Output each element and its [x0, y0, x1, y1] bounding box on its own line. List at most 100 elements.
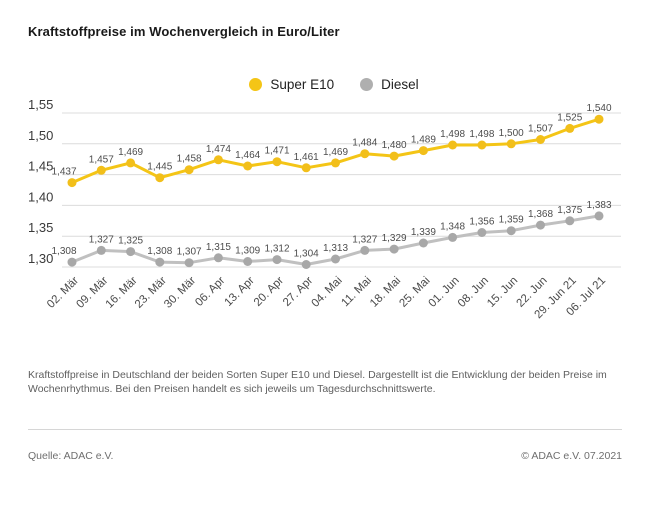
diesel-data-point-label: 1,356	[469, 217, 494, 228]
super-e10-data-point	[594, 114, 604, 124]
diesel-data-point-label: 1,359	[499, 215, 524, 226]
super-e10-data-point	[184, 165, 194, 175]
diesel-data-point-label: 1,307	[177, 247, 202, 258]
diesel-data-point-label: 1,304	[294, 249, 319, 260]
y-axis-tick-label: 1,35	[28, 220, 53, 235]
diesel-data-point	[594, 211, 604, 221]
x-axis-tick-label: 20. Apr	[252, 275, 286, 309]
super-e10-data-point	[243, 161, 253, 171]
diesel-data-point-label: 1,329	[382, 233, 407, 244]
chart-legend: Super E10 Diesel	[0, 74, 650, 94]
diesel-data-point-label: 1,312	[264, 244, 289, 255]
x-axis-tick-label: 01. Jun	[427, 275, 462, 310]
diesel-data-point	[184, 258, 194, 268]
x-axis-tick-label: 09. Mär	[74, 275, 110, 311]
x-axis-tick-label: 16. Mär	[104, 275, 140, 311]
super-e10-data-point	[331, 158, 340, 168]
diesel-data-point	[67, 257, 77, 267]
super-e10-data-point-label: 1,458	[177, 154, 202, 165]
legend-label-super-e10: Super E10	[270, 76, 335, 92]
diesel-data-point-label: 1,339	[411, 227, 436, 238]
x-axis-tick-label: 04. Mai	[309, 275, 344, 310]
legend-item-diesel: Diesel	[360, 77, 419, 92]
footer-divider	[28, 429, 622, 430]
super-e10-data-point-label: 1,437	[51, 167, 76, 178]
diesel-data-point-label: 1,348	[440, 221, 465, 232]
diesel-data-point-label: 1,325	[118, 236, 143, 247]
x-axis-tick-label: 18. Mai	[368, 275, 403, 310]
super-e10-data-point	[389, 151, 399, 161]
super-e10-data-point	[418, 146, 428, 156]
super-e10-data-point-label: 1,480	[382, 140, 407, 151]
x-axis-tick-label: 06. Apr	[193, 275, 227, 309]
page-title: Kraftstoffpreise im Wochenvergleich in E…	[28, 24, 340, 39]
x-axis-tick-label: 08. Jun	[456, 275, 491, 310]
diesel-data-point	[418, 238, 428, 248]
super-e10-marker-icon	[249, 77, 263, 91]
super-e10-data-point	[301, 163, 311, 173]
diesel-data-point	[360, 245, 370, 255]
diesel-data-point	[301, 260, 311, 269]
x-axis-tick-label: 23. Mär	[133, 275, 169, 311]
diesel-data-point	[213, 253, 223, 263]
diesel-data-point-label: 1,309	[235, 246, 260, 257]
diesel-data-point-label: 1,313	[323, 243, 348, 254]
y-axis-tick-label: 1,30	[28, 251, 53, 266]
diesel-data-point	[243, 257, 253, 266]
y-axis-tick-label: 1,40	[28, 189, 53, 204]
source-label: Quelle: ADAC e.V.	[28, 450, 114, 462]
y-axis-tick-label: 1,50	[28, 128, 53, 143]
super-e10-data-point-label: 1,461	[294, 152, 319, 163]
x-axis-tick-label: 25. Mai	[397, 275, 432, 310]
super-e10-data-point-label: 1,457	[89, 154, 114, 165]
footer: Quelle: ADAC e.V. © ADAC e.V. 07.2021	[28, 450, 622, 462]
super-e10-data-point-label: 1,525	[557, 112, 582, 123]
super-e10-data-point-label: 1,474	[206, 144, 231, 155]
diesel-data-point-label: 1,308	[147, 246, 172, 257]
super-e10-data-point-label: 1,489	[411, 135, 436, 146]
super-e10-data-point	[448, 140, 458, 150]
super-e10-data-point-label: 1,498	[440, 129, 465, 140]
super-e10-data-point	[155, 173, 165, 183]
diesel-marker-icon	[360, 77, 374, 91]
x-axis-tick-label: 11. Mai	[339, 275, 374, 310]
super-e10-data-point	[67, 178, 77, 188]
x-axis-tick-label: 27. Apr	[281, 275, 315, 309]
diesel-data-point	[389, 244, 399, 254]
diesel-data-point	[536, 220, 545, 230]
super-e10-data-point-label: 1,445	[147, 162, 172, 173]
super-e10-data-point-label: 1,500	[499, 128, 524, 139]
x-axis-tick-label: 02. Mär	[45, 275, 81, 311]
diesel-data-point-label: 1,375	[557, 205, 582, 216]
diesel-data-point	[96, 245, 106, 255]
diesel-data-point	[331, 254, 340, 264]
super-e10-data-point-label: 1,484	[352, 138, 377, 149]
super-e10-data-point	[96, 165, 106, 175]
diesel-data-point	[506, 226, 516, 236]
diesel-data-point	[126, 247, 136, 257]
legend-label-diesel: Diesel	[381, 76, 419, 92]
super-e10-data-point-label: 1,464	[235, 150, 260, 161]
super-e10-data-point-label: 1,498	[469, 129, 494, 140]
diesel-data-point	[155, 257, 165, 267]
chart-description: Kraftstoffpreise in Deutschland der beid…	[28, 369, 607, 395]
super-e10-data-point-label: 1,469	[118, 147, 143, 158]
super-e10-data-point	[565, 123, 575, 133]
diesel-data-point	[565, 216, 575, 226]
diesel-data-point	[272, 255, 282, 265]
diesel-data-point-label: 1,315	[206, 242, 231, 253]
x-axis-tick-label: 15. Jun	[485, 275, 520, 310]
diesel-data-point-label: 1,308	[51, 246, 76, 257]
y-axis-tick-label: 1,55	[28, 100, 53, 112]
diesel-data-point-label: 1,383	[586, 200, 611, 211]
diesel-data-point	[477, 228, 487, 237]
super-e10-data-point	[477, 140, 487, 150]
x-axis-tick-label: 13. Apr	[223, 275, 257, 309]
super-e10-data-point-label: 1,469	[323, 147, 348, 158]
super-e10-data-point-label: 1,471	[264, 146, 289, 157]
super-e10-data-point	[360, 149, 370, 159]
super-e10-data-point	[506, 139, 516, 149]
super-e10-data-point-label: 1,507	[528, 124, 553, 135]
